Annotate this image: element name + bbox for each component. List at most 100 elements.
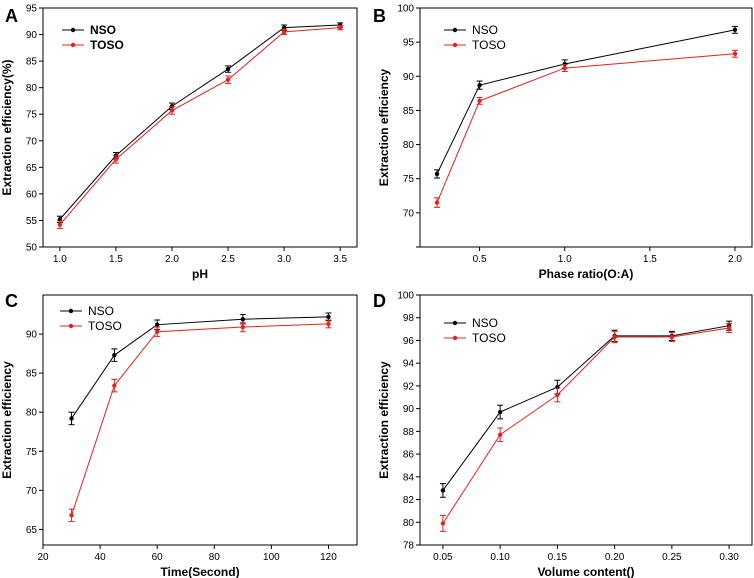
- x-tick-label: 3.0: [277, 254, 291, 265]
- y-tick-label: 84: [403, 472, 415, 483]
- panel-c: C 20 40 60 80 100 120 65 70 75 80 85 90 Time(Second) E…: [0, 291, 358, 578]
- y-tick-label: 75: [26, 447, 38, 458]
- x-tick-label: 1.0: [53, 254, 67, 265]
- series-nso: [56, 22, 344, 224]
- data-point: [497, 432, 503, 437]
- series-line: [71, 323, 329, 516]
- x-tick-label: 40: [95, 552, 107, 563]
- data-point: [225, 66, 231, 72]
- y-tick-label: 55: [26, 216, 38, 227]
- legend-swatch-marker: [452, 27, 458, 33]
- x-tick-label: 2.5: [221, 254, 235, 265]
- y-tick-label: 90: [403, 72, 415, 83]
- legend-swatch-marker: [68, 308, 74, 314]
- data-point: [326, 314, 331, 320]
- data-point: [240, 324, 246, 330]
- plot-frame: [419, 294, 753, 546]
- data-point: [169, 104, 175, 109]
- legend-label: NSO: [88, 304, 114, 318]
- y-tick-label: 98: [403, 313, 415, 324]
- x-tick-label: 3.5: [333, 254, 347, 265]
- x-tick-label: 20: [37, 552, 49, 563]
- panel-letter: D: [373, 291, 386, 311]
- x-axis-label: Time(Second): [160, 565, 239, 578]
- y-tick-label: 70: [403, 208, 415, 219]
- legend-label: TOSO: [472, 331, 506, 345]
- data-point: [497, 409, 503, 415]
- y-tick-label: 85: [26, 57, 38, 68]
- data-point: [562, 65, 567, 71]
- x-axis-label: pH: [192, 267, 208, 281]
- data-point: [154, 322, 160, 327]
- legend-swatch-marker: [452, 320, 458, 326]
- data-point: [169, 108, 175, 113]
- data-point: [440, 488, 446, 493]
- y-tick-label: 90: [403, 404, 415, 415]
- data-point: [326, 321, 331, 327]
- series-toso: [68, 319, 332, 523]
- legend-label: NSO: [90, 23, 116, 37]
- y-axis-label: Extraction efficiency(%): [0, 59, 14, 195]
- data-point: [69, 416, 74, 421]
- x-tick-label: 1.5: [109, 254, 123, 265]
- series-line: [442, 327, 730, 524]
- y-tick-label: 90: [26, 30, 38, 41]
- legend-label: NSO: [472, 316, 498, 330]
- legend-swatch-marker: [68, 323, 74, 329]
- plot-frame: [42, 294, 358, 546]
- plot-frame: [42, 7, 358, 248]
- data-point: [225, 77, 231, 82]
- y-tick-label: 92: [403, 381, 415, 392]
- y-tick-label: 80: [403, 140, 415, 151]
- y-tick-label: 75: [403, 174, 415, 185]
- x-tick-label: 120: [320, 552, 337, 563]
- legend-label: NSO: [472, 23, 498, 37]
- series-nso: [439, 320, 733, 498]
- y-tick-label: 95: [403, 38, 415, 49]
- x-tick-label: 0.15: [548, 552, 568, 563]
- data-point: [337, 25, 343, 30]
- panel-d: D 0.05 0.10 0.15 0.20 0.25 0.30 78 80 82 84 86 88 90 9…: [373, 291, 753, 578]
- data-point: [434, 171, 440, 177]
- y-tick-label: 100: [397, 4, 414, 15]
- legend-swatch-marker: [452, 335, 458, 341]
- y-axis-label: Extraction efficiency: [0, 361, 14, 479]
- data-point: [112, 352, 117, 358]
- x-tick-label: 1.5: [643, 254, 657, 265]
- legend-label: TOSO: [472, 38, 506, 52]
- panel-a: A 1.0 1.5 2.0 2.5 3.0 3.5 50 55 60 65 70 75 80 85 90 95 p…: [0, 4, 358, 281]
- y-tick-label: 90: [26, 330, 38, 341]
- data-point: [732, 27, 738, 33]
- x-tick-label: 0.30: [719, 552, 739, 563]
- y-tick-label: 96: [403, 336, 415, 347]
- y-tick-label: 50: [26, 243, 38, 254]
- y-tick-label: 80: [26, 408, 38, 419]
- data-point: [69, 513, 74, 518]
- y-axis-label: Extraction efficiency: [377, 361, 391, 479]
- y-axis-label: Extraction efficiency: [377, 68, 391, 186]
- series-toso: [434, 49, 738, 208]
- y-tick-label: 75: [26, 110, 38, 121]
- y-tick-label: 78: [403, 541, 415, 552]
- x-tick-label: 0.05: [433, 552, 453, 563]
- x-axis-label: Volume content(): [537, 565, 634, 578]
- y-tick-label: 86: [403, 450, 415, 461]
- data-point: [732, 51, 738, 56]
- series-line: [59, 24, 341, 220]
- data-point: [612, 334, 617, 340]
- x-tick-label: 0.10: [490, 552, 510, 563]
- legend-swatch-marker: [70, 27, 76, 33]
- y-tick-label: 80: [403, 518, 415, 529]
- y-tick-label: 100: [397, 291, 414, 302]
- panel-b: B 0.5 1.0 1.5 2.0 70 75 80 85 90 95 100 Phase ratio(…: [373, 4, 753, 281]
- series-toso: [439, 322, 733, 532]
- legend-label: TOSO: [90, 38, 124, 52]
- data-point: [154, 329, 160, 334]
- legend-swatch-marker: [70, 42, 76, 48]
- data-point: [434, 200, 440, 205]
- y-tick-label: 60: [26, 189, 38, 200]
- y-tick-label: 95: [26, 4, 38, 15]
- x-tick-label: 60: [152, 552, 164, 563]
